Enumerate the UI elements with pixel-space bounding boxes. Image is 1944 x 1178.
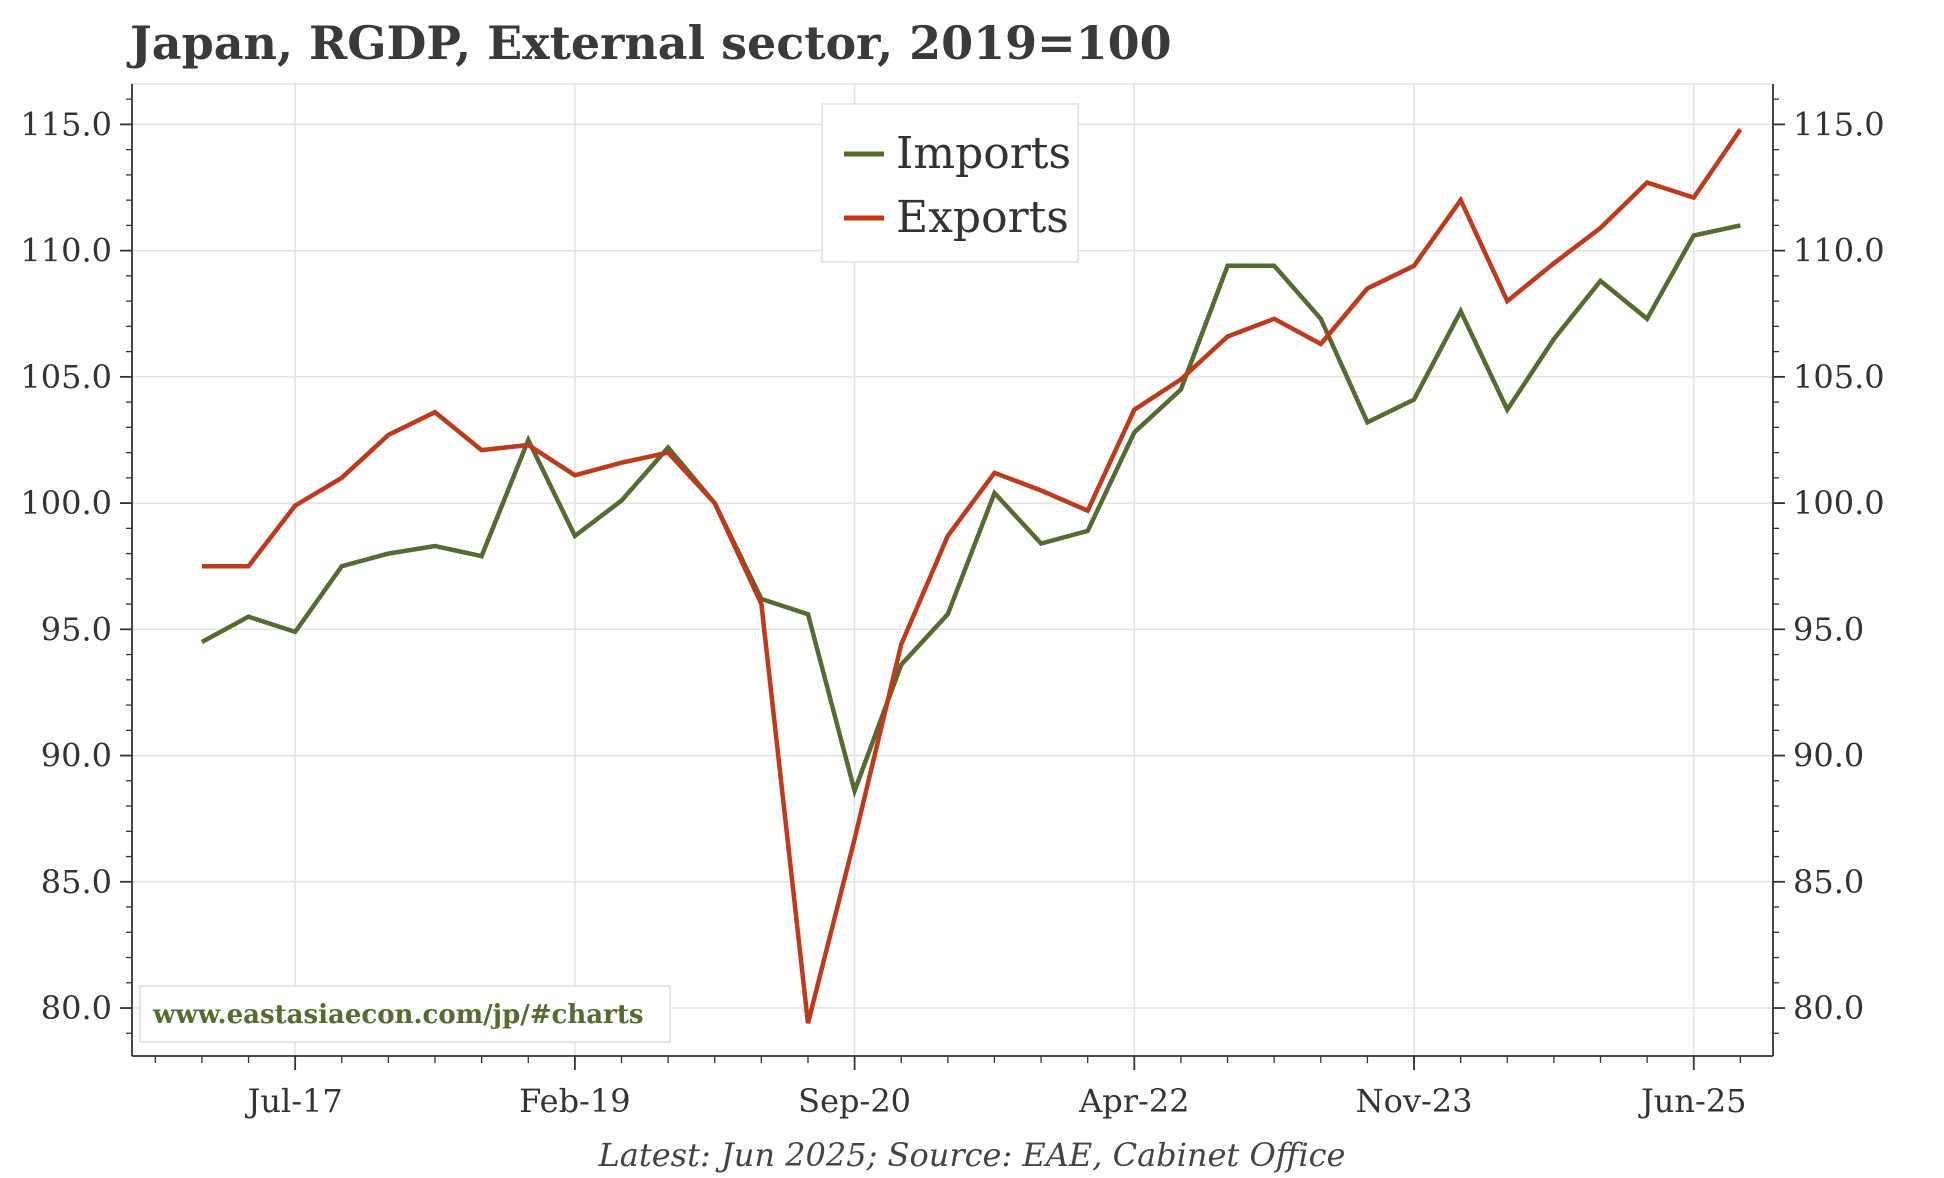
y-tick-label-right: 100.0 [1793,484,1885,522]
y-tick-label-right: 105.0 [1793,358,1885,396]
y-tick-label-right: 90.0 [1793,737,1864,775]
x-tick-label: Apr-22 [1078,1082,1189,1120]
series-layer [200,128,1743,1024]
chart-title: Japan, RGDP, External sector, 2019=100 [126,16,1172,70]
source-note: Latest: Jun 2025; Source: EAE, Cabinet O… [598,1136,1346,1174]
y-tick-label-right: 85.0 [1793,863,1864,901]
y-tick-label-right: 115.0 [1793,105,1885,143]
y-tick-label-left: 100.0 [20,484,112,522]
x-tick-label: Nov-23 [1356,1082,1473,1120]
legend-label-imports: Imports [896,128,1071,179]
y-tick-label-left: 90.0 [41,737,112,775]
y-tick-label-left: 80.0 [41,989,112,1027]
legend-label-exports: Exports [896,192,1069,243]
legend: Imports Exports [821,103,1079,263]
watermark-text: www.eastasiaecon.com/jp/#charts [152,1000,643,1030]
series-line-exports [201,128,1743,1024]
y-tick-label-right: 95.0 [1793,610,1864,648]
y-tick-label-left: 85.0 [41,863,112,901]
grid-layer [131,83,1774,1057]
watermark-frame [139,985,671,1043]
axes-layer: 80.0 80.0 85.0 85.0 90.0 90.0 95.0 95.0 100.0 100… [20,84,1885,1120]
y-tick-label-left: 110.0 [20,232,112,270]
y-tick-label-left: 115.0 [20,105,112,143]
y-tick-label-right: 80.0 [1793,989,1864,1027]
watermark-box: www.eastasiaecon.com/jp/#charts [139,985,671,1043]
series-line-imports [200,223,1741,799]
y-tick-label-left: 105.0 [20,358,112,396]
y-tick-label-left: 95.0 [41,610,112,648]
y-tick-label-right: 110.0 [1793,232,1885,270]
x-tick-label: Jul-17 [245,1082,343,1120]
x-tick-label: Feb-19 [519,1082,630,1120]
x-tick-label: Jun-25 [1638,1082,1747,1120]
x-tick-label: Sep-20 [798,1082,911,1120]
legend-frame [821,103,1079,263]
